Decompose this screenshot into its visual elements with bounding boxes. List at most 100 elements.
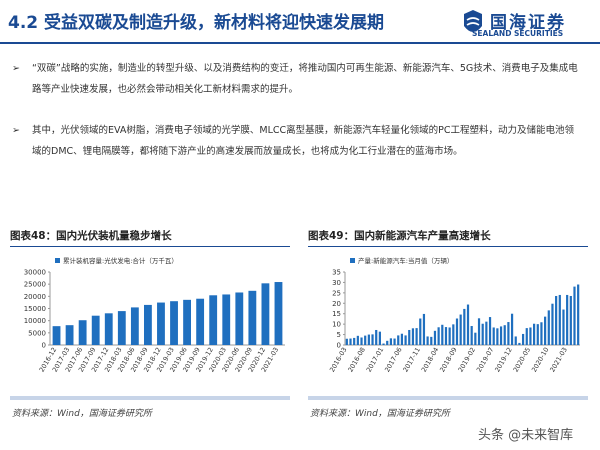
- y-tick-label: 25000: [24, 281, 46, 289]
- bar: [104, 313, 113, 345]
- divider: [308, 396, 588, 400]
- bar: [547, 310, 550, 345]
- figure-title: 图表49：国内新能源汽车产量高速增长: [308, 228, 588, 247]
- bar: [492, 327, 495, 345]
- bar: [536, 324, 539, 345]
- bullet: 其中，光伏领域的EVA树脂，消费电子领域的光学膜、MLCC离型基膜，新能源汽车轻…: [12, 120, 582, 162]
- bar: [364, 335, 367, 345]
- y-tick-label: 0: [42, 342, 46, 350]
- bar: [349, 338, 352, 345]
- bar: [437, 327, 440, 345]
- bar: [510, 313, 514, 345]
- y-tick-label: 20000: [24, 293, 46, 301]
- bar: [356, 335, 359, 345]
- bar: [496, 328, 499, 345]
- bar: [448, 327, 451, 345]
- bar: [91, 315, 100, 345]
- y-tick-label: 35: [332, 269, 341, 277]
- bar: [130, 307, 139, 345]
- logo-mark: [464, 10, 482, 32]
- y-tick-label: 5: [337, 331, 341, 339]
- bar: [521, 333, 525, 345]
- bar: [474, 332, 477, 345]
- bar: [353, 337, 356, 345]
- y-tick-label: 15000: [24, 305, 46, 313]
- divider: [10, 396, 290, 400]
- watermark: 头条 @未来智库: [478, 428, 574, 443]
- bar: [470, 326, 473, 345]
- logo-text: 国海证券: [490, 13, 566, 33]
- legend-label: 累计装机容量:光伏发电:合计（万千瓦）: [63, 256, 178, 265]
- x-tick-label: 2021-03: [548, 346, 569, 374]
- bar: [441, 324, 444, 345]
- slide-title: 4.2 受益双碳及制造升级，新材料将迎快速发展期: [8, 13, 385, 33]
- bar: [408, 329, 411, 345]
- bar: [157, 302, 165, 345]
- bar: [375, 329, 378, 345]
- bar: [463, 308, 466, 345]
- y-tick-label: 30000: [24, 269, 46, 277]
- bar: [525, 328, 528, 345]
- bar: [555, 295, 558, 345]
- legend-swatch: [350, 258, 355, 263]
- legend-label: 产量:新能源汽车:当月值（万辆）: [358, 256, 453, 265]
- bar: [144, 304, 152, 345]
- bar: [503, 325, 506, 345]
- bar: [371, 334, 374, 345]
- bar: [78, 320, 87, 345]
- bar: [566, 294, 569, 345]
- bar: [196, 298, 205, 345]
- bar: [274, 282, 283, 345]
- bar: [411, 328, 415, 345]
- bar: [477, 318, 481, 345]
- bar: [481, 323, 484, 345]
- bar: [485, 321, 488, 345]
- bar: [397, 335, 400, 345]
- bullet: “双碳”战略的实施，制造业的转型升级、以及消费结构的变迁，将推动国内可再生能源、…: [12, 58, 582, 100]
- bar: [452, 324, 455, 345]
- y-tick-label: 10000: [24, 317, 46, 325]
- bar: [393, 338, 396, 345]
- bar: [529, 327, 532, 345]
- bar: [518, 342, 521, 345]
- bar: [455, 318, 459, 345]
- bar: [389, 338, 392, 345]
- bar: [507, 322, 510, 345]
- y-tick-label: 20: [332, 300, 341, 308]
- bar: [573, 286, 576, 345]
- bar: [235, 292, 244, 345]
- y-tick-label: 15: [332, 310, 341, 318]
- bar: [551, 303, 554, 345]
- y-tick-label: 25: [332, 289, 341, 297]
- bar: [558, 294, 561, 345]
- bar: [65, 325, 74, 345]
- bar: [170, 301, 178, 345]
- y-tick-label: 10: [332, 321, 341, 329]
- y-tick-label: 0: [337, 342, 341, 350]
- bar: [444, 327, 448, 345]
- bar: [430, 336, 433, 345]
- bar: [367, 334, 370, 345]
- source: 资料来源：Wind，国海证券研究所: [310, 409, 450, 419]
- bar: [222, 294, 231, 345]
- bar: [419, 318, 422, 345]
- bar: [117, 311, 126, 345]
- bar: [382, 343, 385, 345]
- bar: [426, 336, 429, 345]
- bar: [577, 284, 580, 345]
- y-tick-label: 30: [332, 279, 341, 287]
- source: 资料来源：Wind，国海证券研究所: [12, 409, 152, 419]
- figure-title: 图表48：国内光伏装机量稳步增长: [10, 228, 290, 247]
- bar: [209, 295, 218, 345]
- bar: [466, 304, 470, 345]
- bar: [378, 331, 381, 345]
- bar: [533, 323, 536, 345]
- bar: [52, 326, 61, 345]
- bar: [404, 335, 407, 345]
- bar: [569, 295, 572, 345]
- bar: [386, 340, 389, 345]
- bar: [499, 326, 503, 345]
- legend-swatch: [55, 258, 60, 263]
- logo-english: SEALAND SECURITIES: [472, 29, 564, 38]
